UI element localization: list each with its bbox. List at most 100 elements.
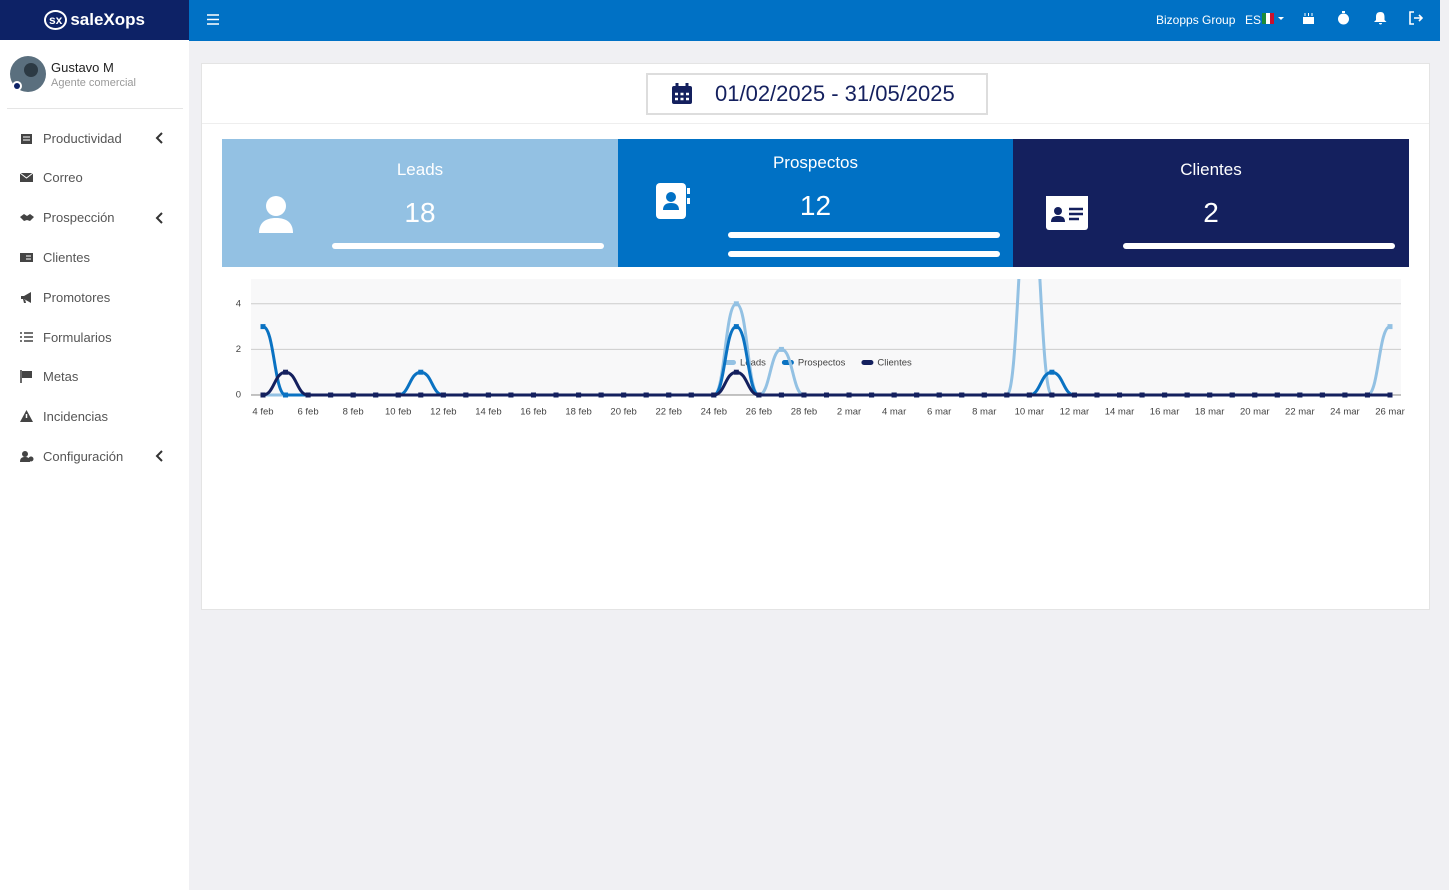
menu-toggle[interactable] — [207, 14, 219, 25]
clients-card[interactable]: Clientes 2 — [1013, 139, 1409, 267]
logo[interactable]: sx saleXops — [0, 0, 189, 40]
x-tick-label: 4 feb — [252, 407, 273, 418]
x-tick-label: 2 mar — [837, 407, 861, 418]
flag[interactable] — [1262, 13, 1286, 25]
timer-icon[interactable] — [1337, 11, 1350, 25]
menu-item[interactable]: Correo — [20, 166, 175, 190]
menu-icon — [20, 172, 34, 183]
menu-item[interactable]: Formularios — [20, 325, 175, 349]
x-tick-label: 24 mar — [1330, 407, 1360, 418]
progress-bar — [728, 232, 1000, 238]
legend-label: Prospectos — [798, 358, 846, 369]
menu-icon — [20, 331, 33, 342]
language[interactable]: ES — [1245, 13, 1262, 27]
leads-card[interactable]: Leads 18 — [222, 139, 618, 267]
point — [666, 392, 672, 398]
x-tick-label: 26 feb — [746, 407, 772, 418]
menu-item[interactable]: Metas — [20, 365, 175, 389]
x-tick-label: 8 mar — [972, 407, 996, 418]
point — [778, 346, 784, 352]
legend-label: Clientes — [877, 358, 912, 369]
point — [1094, 392, 1100, 398]
point — [373, 392, 379, 398]
menu-item[interactable]: Promotores — [20, 285, 175, 309]
menu-label: Promotores — [43, 289, 111, 305]
logout-icon[interactable] — [1409, 11, 1423, 25]
chevron — [155, 450, 163, 463]
point — [530, 392, 536, 398]
point — [1342, 392, 1348, 398]
menu-item[interactable]: Prospección — [20, 206, 175, 230]
x-tick-label: 18 mar — [1195, 407, 1225, 418]
dashboard-panel: 01/02/2025 - 31/05/2025 Leads 18 Prospec… — [201, 63, 1430, 610]
point — [576, 392, 582, 398]
x-tick-label: 20 mar — [1240, 407, 1270, 418]
x-tick-label: 10 feb — [385, 407, 411, 418]
progress-bar — [332, 243, 604, 249]
menu-item[interactable]: Clientes — [20, 245, 175, 269]
company[interactable]: Bizopps Group — [1156, 13, 1236, 27]
point — [350, 392, 356, 398]
bell-icon[interactable] — [1374, 11, 1387, 25]
y-tick-label: 0 — [236, 390, 241, 401]
x-tick-label: 28 feb — [791, 407, 817, 418]
plot-area — [251, 279, 1401, 395]
avatar[interactable] — [9, 55, 47, 93]
menu-icon — [20, 252, 33, 262]
prospects-card[interactable]: Prospectos 12 — [618, 139, 1013, 267]
point — [733, 324, 739, 330]
menu-label: Prospección — [43, 210, 115, 226]
menu-item[interactable]: Configuración — [20, 444, 175, 468]
user-role: Agente comercial — [51, 77, 136, 89]
point — [1139, 392, 1145, 398]
point — [1252, 392, 1258, 398]
x-tick-label: 22 feb — [656, 407, 682, 418]
x-tick-label: 8 feb — [343, 407, 364, 418]
date-range: 01/02/2025 - 31/05/2025 — [715, 81, 955, 106]
point — [1184, 392, 1190, 398]
menu-label: Formularios — [43, 329, 112, 345]
point — [621, 392, 627, 398]
point — [801, 392, 807, 398]
x-tick-label: 26 mar — [1375, 407, 1405, 418]
user-name: Gustavo M — [51, 60, 114, 75]
x-tick-label: 14 feb — [475, 407, 501, 418]
point — [1049, 392, 1055, 398]
legend-label: Leads — [740, 358, 766, 369]
progress-bar — [728, 251, 1000, 257]
x-tick-label: 4 mar — [882, 407, 906, 418]
x-tick-label: 6 feb — [298, 407, 319, 418]
x-tick-label: 10 mar — [1015, 407, 1045, 418]
menu-icon — [20, 450, 34, 462]
y-tick-label: 2 — [236, 344, 241, 355]
date-range-picker[interactable]: 01/02/2025 - 31/05/2025 — [646, 73, 988, 115]
card-value: 18 — [404, 197, 436, 228]
card-title: Clientes — [1180, 160, 1242, 179]
point — [1162, 392, 1168, 398]
sidebar: Gustavo M Agente comercial Productividad… — [0, 40, 189, 890]
menu-icon — [20, 370, 32, 384]
menu-icon — [20, 410, 33, 423]
menu-item[interactable]: Incidencias — [20, 405, 175, 429]
point — [395, 392, 401, 398]
point — [1297, 392, 1303, 398]
legend-swatch — [724, 360, 736, 365]
point — [553, 392, 559, 398]
menu-item[interactable]: Productividad — [20, 126, 175, 150]
point — [643, 392, 649, 398]
divider — [7, 108, 183, 109]
x-tick-label: 18 feb — [565, 407, 591, 418]
point — [463, 392, 469, 398]
menu-label: Clientes — [43, 249, 90, 265]
y-tick-label: 4 — [236, 298, 241, 309]
x-tick-label: 6 mar — [927, 407, 951, 418]
point — [1274, 392, 1280, 398]
point — [1026, 392, 1032, 398]
brand: saleXops — [70, 10, 145, 29]
point — [260, 392, 266, 398]
cake-icon[interactable] — [1302, 12, 1315, 25]
x-tick-label: 14 mar — [1105, 407, 1135, 418]
contact-icon — [656, 183, 690, 219]
id-card-icon — [1046, 196, 1088, 230]
menu-icon — [21, 291, 31, 303]
